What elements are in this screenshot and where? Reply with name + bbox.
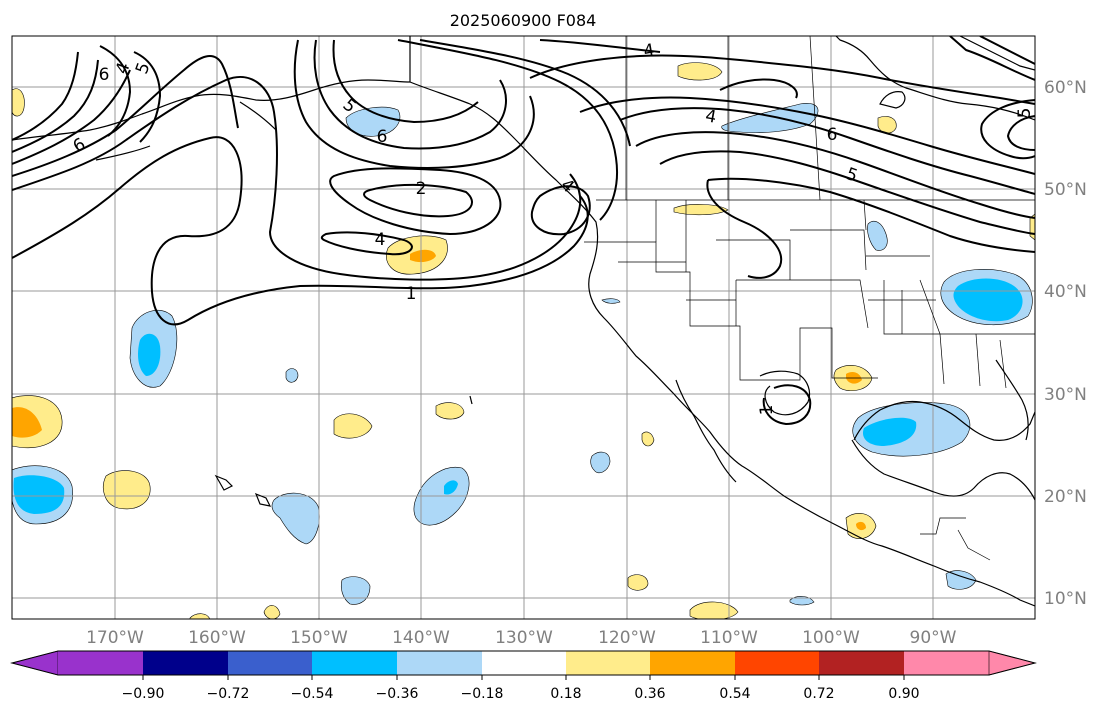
negative-anomaly-region xyxy=(285,368,299,383)
contour-label: 4 xyxy=(704,106,718,128)
contour-label: 1 xyxy=(406,284,417,304)
positive-anomaly-region xyxy=(877,116,897,134)
negative-anomaly-region xyxy=(601,298,621,304)
shaded-anomaly-layer xyxy=(12,62,1035,619)
lon-label: 110°W xyxy=(700,628,758,648)
colorbar-extend-min xyxy=(10,650,59,676)
contour-label: 2 xyxy=(416,179,427,199)
political-borders xyxy=(584,36,1035,561)
colorbar: −0.90 −0.72 −0.54 −0.36 −0.18 0.18 0.36 … xyxy=(10,650,1037,702)
contour-label: 4 xyxy=(375,230,386,250)
colorbar-extend-max xyxy=(988,650,1037,676)
negative-anomaly-region xyxy=(862,417,917,446)
lat-label: 40°N xyxy=(1044,282,1087,302)
map-panel: 4 6 4 5 6 4 6 4 2 4 1 1 6 5 5 5 xyxy=(11,35,1036,620)
colorbar-segment xyxy=(397,651,483,675)
colorbar-tick-label: −0.18 xyxy=(461,686,504,702)
lon-label: 130°W xyxy=(495,628,553,648)
positive-anomaly-region xyxy=(12,88,25,117)
positive-anomaly-region xyxy=(435,402,465,420)
negative-anomaly-region xyxy=(953,278,1023,322)
colorbar-segment xyxy=(312,651,398,675)
lon-label: 170°W xyxy=(86,628,144,648)
colorbar-segment xyxy=(819,651,905,675)
map-title: 2025060900 F084 xyxy=(450,11,597,30)
negative-anomaly-region xyxy=(138,333,161,376)
colorbar-tick-label: 0.18 xyxy=(550,686,581,702)
colorbar-segment xyxy=(904,651,990,675)
lon-label: 140°W xyxy=(392,628,450,648)
longitude-labels: 170°W 160°W 150°W 140°W 130°W 120°W 110°… xyxy=(86,628,957,648)
negative-anomaly-region xyxy=(789,596,815,606)
colorbar-tick-label: 0.72 xyxy=(803,686,834,702)
negative-anomaly-region xyxy=(590,451,611,474)
positive-anomaly-region xyxy=(333,413,373,439)
positive-anomaly-region xyxy=(263,605,281,619)
colorbar-tick-label: −0.90 xyxy=(122,686,165,702)
positive-anomaly-region xyxy=(641,431,655,447)
graticule xyxy=(12,36,1035,619)
contour-label: 1 xyxy=(757,405,777,416)
coastlines xyxy=(12,36,1035,607)
negative-anomaly-region xyxy=(444,480,458,495)
negative-anomaly-region xyxy=(945,570,977,590)
contour-label: 6 xyxy=(377,127,388,147)
colorbar-tick-label: −0.54 xyxy=(291,686,334,702)
contour-label: 6 xyxy=(99,65,110,85)
colorbar-segment xyxy=(482,651,568,675)
contour-label: 5 xyxy=(1015,108,1035,119)
positive-anomaly-region xyxy=(856,521,866,531)
positive-anomaly-region xyxy=(12,407,42,438)
colorbar-segment xyxy=(566,651,652,675)
latitude-labels: 60°N 50°N 40°N 30°N 20°N 10°N xyxy=(1044,78,1087,609)
lat-label: 30°N xyxy=(1044,385,1087,405)
lat-label: 10°N xyxy=(1044,589,1087,609)
colorbar-segment xyxy=(58,651,144,675)
colorbar-tick-label: −0.36 xyxy=(376,686,419,702)
colorbar-segment xyxy=(650,651,736,675)
lon-label: 90°W xyxy=(910,628,957,648)
colorbar-segment xyxy=(143,651,229,675)
lat-label: 60°N xyxy=(1044,78,1087,98)
lat-label: 50°N xyxy=(1044,180,1087,200)
contour-label: 6 xyxy=(827,125,838,145)
negative-anomaly-region xyxy=(13,475,65,514)
positive-anomaly-region xyxy=(103,470,151,510)
positive-anomaly-region xyxy=(189,613,210,619)
colorbar-tick-label: 0.36 xyxy=(634,686,665,702)
lon-label: 160°W xyxy=(188,628,246,648)
positive-anomaly-region xyxy=(673,204,729,216)
colorbar-segment xyxy=(735,651,821,675)
positive-anomaly-region xyxy=(627,574,649,591)
contour-label: 4 xyxy=(642,40,656,62)
map-frame xyxy=(11,35,1036,620)
colorbar-tick-label: −0.72 xyxy=(207,686,250,702)
colorbar-segment xyxy=(228,651,314,675)
colorbar-outline xyxy=(10,650,1037,676)
colorbar-tick-label: 0.90 xyxy=(888,686,919,702)
colorbar-tick-label: 0.54 xyxy=(719,686,750,702)
contour-lines xyxy=(12,36,1035,426)
lon-label: 120°W xyxy=(598,628,656,648)
positive-anomaly-region xyxy=(677,62,723,81)
positive-anomaly-region xyxy=(410,249,436,263)
lat-label: 20°N xyxy=(1044,487,1087,507)
lon-label: 150°W xyxy=(290,628,348,648)
negative-anomaly-region xyxy=(340,576,371,605)
lon-label: 100°W xyxy=(802,628,860,648)
negative-anomaly-region xyxy=(867,221,888,251)
